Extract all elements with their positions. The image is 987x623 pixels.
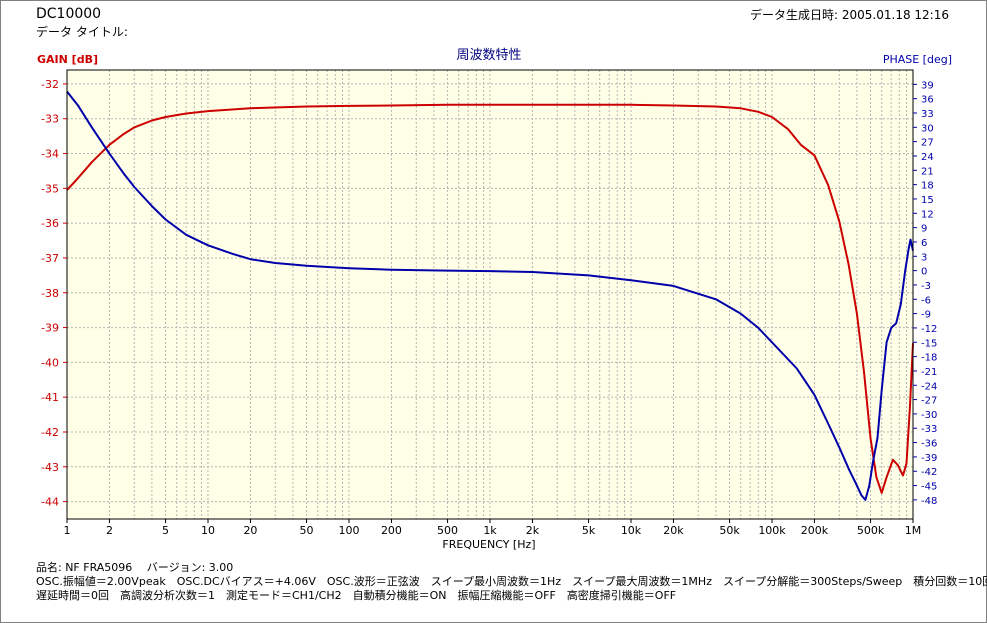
phase-series-line [66,90,914,501]
phase-tick-label: -39 [921,453,937,464]
phase-tick-label: -33 [921,424,937,435]
created-datetime: データ生成日時: 2005.01.18 12:16 [750,8,949,22]
phase-tick-label: -27 [921,396,937,407]
gain-tick-label: -44 [41,496,59,509]
phase-tick-label: 6 [921,238,927,249]
gain-tick-label: -39 [41,322,59,335]
gain-axis-label: GAIN [dB] [37,53,98,66]
grid [66,70,913,519]
phase-tick-label: 0 [921,267,927,278]
phase-tick-label: 12 [921,209,934,220]
phase-tick-label: 30 [921,123,934,134]
footer-osc-settings: OSC.振幅値＝2.00Vpeak OSC.DCバイアス＝+4.06V OSC.… [36,575,987,588]
phase-tick-label: -15 [921,338,937,349]
gain-series-line [66,103,914,494]
phase-tick-label: -12 [921,324,937,335]
x-tick-label: 2 [106,524,113,537]
phase-tick-label: 39 [921,80,934,91]
gain-tick-label: -35 [41,182,59,195]
gain-tick-label: -34 [41,148,59,161]
gain-tick-label: -40 [41,356,59,369]
gain-tick-label: -41 [41,391,59,404]
phase-tick-label: 21 [921,166,934,177]
x-tick-label: 20 [243,524,257,537]
gain-tick-label: -36 [41,217,59,230]
x-tick-label: 1M [905,524,922,537]
x-tick-label: 200 [381,524,402,537]
x-tick-label: 50 [300,524,314,537]
gain-tick-label: -37 [41,252,59,265]
x-tick-label: 1 [64,524,71,537]
x-tick-label: 50k [719,524,740,537]
x-tick-label: 10k [621,524,642,537]
x-tick-label: 500k [857,524,885,537]
phase-tick-label: -30 [921,410,937,421]
x-tick-label: 100 [339,524,360,537]
phase-tick-label: 3 [921,252,927,263]
x-tick-label: 10 [201,524,215,537]
phase-tick-label: 9 [921,224,927,235]
x-axis-label: FREQUENCY [Hz] [442,538,535,551]
tick-labels: 1 2 5 10 20 50 100 200 500 1k 2k 5k 10k 20k 50k 100k 200… [41,78,937,537]
x-tick-label: 2k [526,524,540,537]
phase-tick-label: -18 [921,353,937,364]
phase-tick-label: -9 [921,310,931,321]
phase-tick-label: -42 [921,467,937,478]
gain-tick-label: -42 [41,426,59,439]
footer-product-info: 品名: NF FRA5096 バージョン: 3.00 [36,561,234,574]
phase-tick-label: -3 [921,281,931,292]
gain-tick-label: -38 [41,287,59,300]
phase-tick-label: -6 [921,295,931,306]
phase-tick-label: -24 [921,381,937,392]
phase-tick-label: -48 [921,496,937,507]
chart-title: 周波数特性 [456,48,521,63]
gain-tick-label: -32 [41,78,59,91]
gain-tick-label: -43 [41,461,59,474]
x-tick-label: 5k [582,524,596,537]
footer-measure-settings: 遅延時間＝0回 高調波分析次数＝1 測定モード＝CH1/CH2 自動積分機能＝O… [36,589,677,602]
x-tick-label: 5 [162,524,169,537]
x-tick-label: 100k [758,524,786,537]
x-tick-label: 1k [483,524,497,537]
phase-tick-label: -21 [921,367,937,378]
phase-tick-label: -45 [921,482,937,493]
data-title-label: データ タイトル: [36,25,128,39]
phase-tick-label: 15 [921,195,934,206]
gain-tick-label: -33 [41,113,59,126]
x-tick-label: 500 [437,524,458,537]
x-tick-label: 20k [663,524,684,537]
phase-tick-label: 24 [921,152,934,163]
phase-tick-label: 18 [921,181,934,192]
phase-tick-label: 33 [921,109,934,120]
series-lines [66,90,914,501]
phase-tick-label: 27 [921,138,934,149]
phase-axis-label: PHASE [deg] [883,53,952,66]
x-tick-label: 200k [801,524,829,537]
phase-tick-label: 36 [921,95,934,106]
phase-tick-label: -36 [921,439,937,450]
document-title: DC10000 [36,6,102,22]
